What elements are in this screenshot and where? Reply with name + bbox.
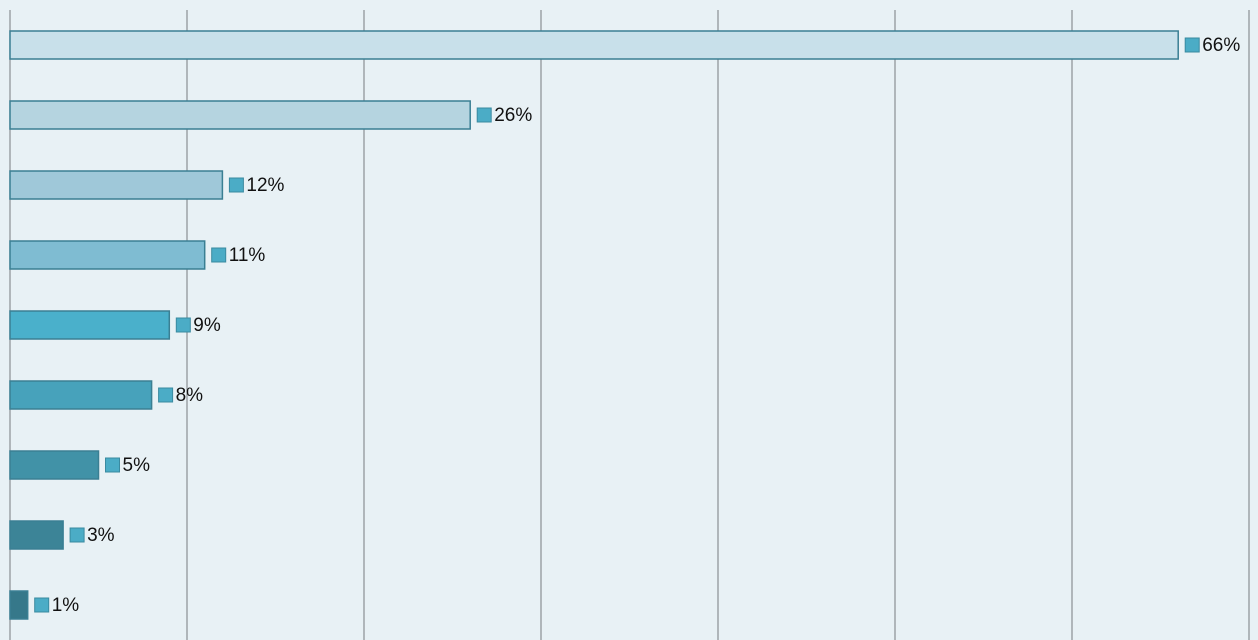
value-label: 1%	[52, 595, 80, 616]
label-marker	[175, 317, 191, 333]
value-label: 3%	[87, 525, 115, 546]
label-marker	[476, 107, 492, 123]
bar	[9, 380, 153, 410]
bar	[9, 240, 206, 270]
value-label: 5%	[123, 455, 151, 476]
bar	[9, 520, 64, 550]
label-marker	[69, 527, 85, 543]
value-label: 66%	[1202, 35, 1240, 56]
label-marker	[211, 247, 227, 263]
label-marker	[34, 597, 50, 613]
bar	[9, 30, 1179, 60]
value-label: 26%	[494, 105, 532, 126]
bar	[9, 590, 29, 620]
value-label: 8%	[176, 385, 204, 406]
bar	[9, 170, 224, 200]
bar	[9, 450, 100, 480]
value-label: 12%	[246, 175, 284, 196]
label-marker	[228, 177, 244, 193]
label-marker	[105, 457, 120, 473]
bar	[9, 100, 471, 130]
bar	[9, 310, 171, 340]
label-marker	[1184, 37, 1200, 53]
value-label: 11%	[229, 245, 266, 266]
label-marker	[158, 387, 174, 403]
value-label: 9%	[193, 315, 221, 336]
